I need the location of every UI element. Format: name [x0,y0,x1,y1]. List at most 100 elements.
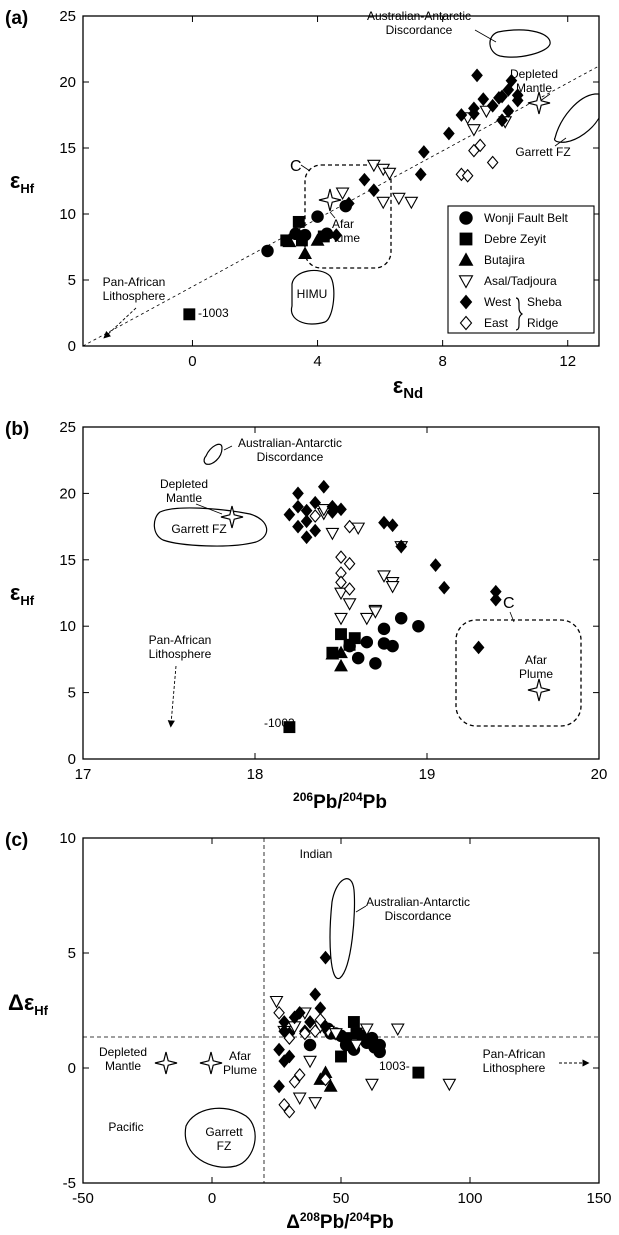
data-point-west [283,1049,296,1064]
plot-frame-b [82,426,600,760]
x-tick-label: 4 [313,353,321,370]
data-point-west [468,106,480,121]
plot-frame-c [82,837,600,1184]
data-point-butajira [334,645,348,659]
data-point-east [283,1104,296,1119]
data-point-asal-tadjoura [479,105,494,119]
data-point-west [300,514,313,529]
annotation-garrett-b: Garrett FZ [171,522,226,536]
legend-label-butajira: Butajira [484,253,525,267]
y-tick-label: 0 [68,751,76,768]
star-depleted-mantle-a [527,91,551,115]
data-point-asal-tadjoura [390,1023,405,1037]
annotation-afar-c-1: Afar [229,1049,251,1063]
data-point-asal-tadjoura [442,1078,457,1092]
data-point-east [319,1072,332,1087]
y-tick-label: 5 [68,272,76,289]
data-point-west [300,530,313,545]
x-tick-label: 0 [208,1190,216,1207]
data-point-wonji-fault-belt [261,244,274,258]
data-point-east [273,1005,285,1020]
data-point-asal-tadjoura [316,503,331,517]
data-point-asal-tadjoura [359,612,374,626]
data-point-wonji-fault-belt [311,210,324,223]
data-point-east [288,1074,301,1089]
annotation-pal-c-2: Lithosphere [483,1061,546,1075]
data-point-east [278,1097,291,1112]
data-point-debre-zeyit [335,628,347,641]
data-point-wonji-fault-belt [303,1038,317,1052]
data-point-west [314,1001,327,1016]
annotation-afar-c-2: Plume [223,1063,257,1077]
plot-frame-a [82,15,600,347]
data-point-west [292,499,304,514]
data-point-west [317,479,330,494]
panel-a: (a) 0 4 8 12 0 5 10 15 20 25 Australian-Antarctic… [5,8,600,402]
data-point-west [358,172,371,187]
data-point-asal-tadjoura [466,124,481,137]
panel-a-label: (a) [5,8,28,29]
legend-a: Wonji Fault Belt Debre Zeyit Butajira As… [447,205,595,334]
legend-label-asal: Asal/Tadjoura [484,274,557,288]
annotation-aad-c-1: Australian-Antarctic [366,895,470,909]
annotation-garrett-a: Garrett FZ [515,145,570,159]
star-afar-plume-b [527,678,551,702]
points-b [283,479,502,734]
axis-title-y-b: εHf [10,580,35,608]
leader-aad-b [223,445,233,451]
australian-antarctic-field-a [489,29,551,58]
legend-marker-west [459,294,473,310]
annotation-dm-c-1: Depleted [99,1045,147,1059]
data-point-asal-tadjoura [308,1097,323,1110]
svg-text:εNd: εNd [393,373,423,402]
legend-brace [515,297,524,331]
legend-marker-butajira [458,252,474,266]
data-point-asal-tadjoura [351,522,366,536]
data-point-asal-tadjoura [334,612,348,626]
annotation-pal-a-2: Lithosphere [103,289,166,303]
legend-label-ridge: Ridge [527,316,559,330]
arrow-pal-a [103,307,137,339]
leader-aad-a [474,29,497,43]
data-point-west [477,92,490,107]
data-point-asal-tadjoura [365,1078,379,1092]
data-point-asal-tadjoura [368,606,383,619]
svg-text:εHf: εHf [10,168,35,196]
data-point-west [309,495,322,510]
leader-garrett-a [554,137,567,147]
annotation-afar-b-1: Afar [525,653,547,667]
data-point-west [309,987,322,1002]
data-point-west [496,113,508,128]
data-point-west [414,167,427,182]
data-point-west [273,1042,285,1057]
data-point-west [309,523,322,538]
data-point-asal-tadjoura [366,159,381,173]
data-point-west [319,950,332,965]
data-point-west [292,519,304,534]
data-point-debre-zeyit [348,632,361,645]
data-point-west [471,68,483,83]
data-point-west [283,507,296,522]
data-point-east [283,1031,296,1045]
legend-label-debre: Debre Zeyit [484,232,547,246]
data-point-wonji-fault-belt [369,657,382,670]
points-c [269,950,457,1119]
points-a [183,68,524,321]
data-point-asal-tadjoura [328,1028,343,1041]
annotation-pal-c-1: Pan-African [483,1047,546,1061]
axes-b: 17 18 19 20 0 5 10 15 20 25 [59,419,607,783]
data-point-west [489,584,502,599]
y-tick-label: 10 [59,618,76,635]
legend-marker-wonji-fault-belt [459,211,473,225]
x-tick-label: 100 [457,1190,482,1207]
data-point-asal-tadjoura [269,995,284,1009]
panel-b: (b) 17 18 19 20 0 5 10 15 20 25 Australian-Antarc… [5,419,607,813]
axis-title-y-c: ΔεHf [8,990,49,1018]
data-point-east [335,575,347,590]
data-point-west [395,539,408,554]
x-tick-label: 19 [419,766,436,783]
data-point-asal-tadjoura [325,527,340,541]
data-point-west [502,83,515,97]
panel-b-label: (b) [5,419,29,440]
